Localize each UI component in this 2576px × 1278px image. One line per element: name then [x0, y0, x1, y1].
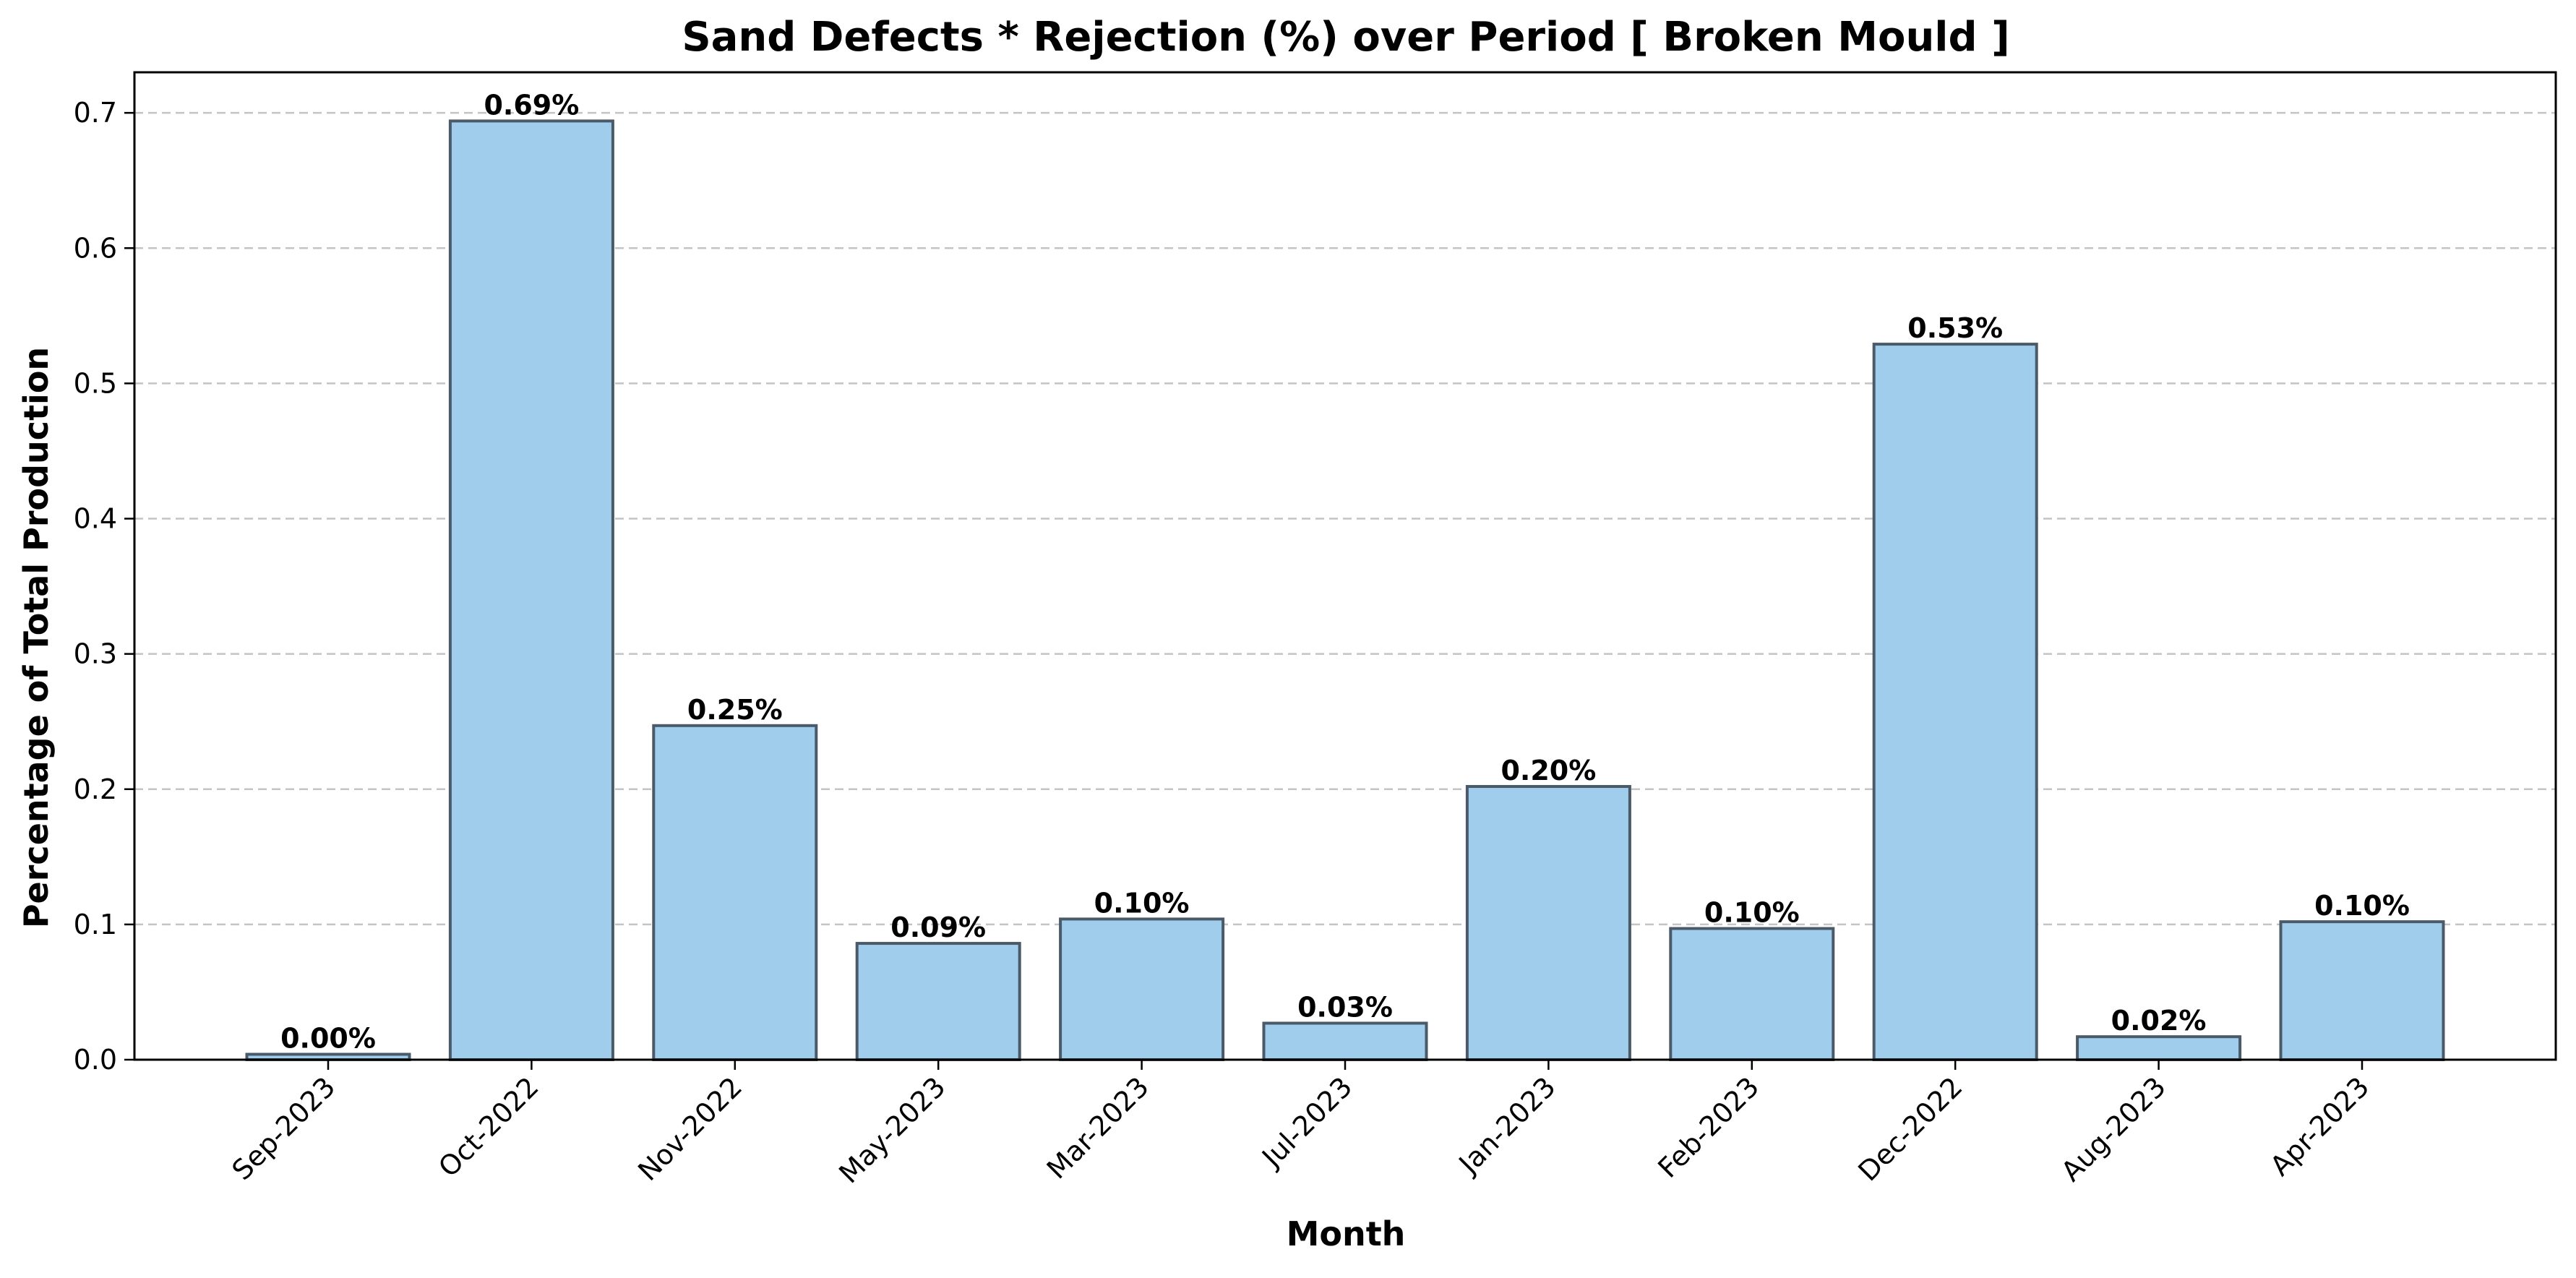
- bar-value-label: 0.20%: [1500, 755, 1596, 786]
- y-tick-label: 0.7: [74, 97, 117, 129]
- y-tick-label: 0.3: [74, 638, 117, 670]
- bar-value-label: 0.69%: [484, 89, 579, 121]
- bar: [448, 119, 614, 1061]
- bar: [652, 724, 818, 1061]
- bar-value-label: 0.53%: [1907, 312, 2003, 344]
- bar-value-label: 0.00%: [280, 1023, 376, 1055]
- chart-title: Sand Defects * Rejection (%) over Period…: [682, 14, 2009, 61]
- x-tick-label: May-2023: [833, 1071, 951, 1189]
- bar: [2076, 1035, 2242, 1062]
- bars: [245, 119, 2445, 1062]
- y-axis-title: Percentage of Total Production: [17, 347, 56, 928]
- bar: [855, 942, 1021, 1061]
- bar: [1872, 343, 2038, 1061]
- x-tick-label: Aug-2023: [2055, 1071, 2172, 1188]
- x-tick-label: Jan-2023: [1452, 1071, 1562, 1180]
- bar: [1262, 1021, 1428, 1061]
- x-tick-label: Apr-2023: [2264, 1071, 2375, 1182]
- x-tick-label: Jul-2023: [1255, 1071, 1358, 1174]
- bar: [2279, 920, 2445, 1062]
- bar-value-label: 0.10%: [2314, 890, 2410, 922]
- x-tick-label: Oct-2022: [432, 1071, 545, 1183]
- bar-value-label: 0.10%: [1704, 896, 1800, 928]
- data-labels: 0.00% 0.69% 0.25% 0.09% 0.10% 0.03% 0.20% 0.10%…: [280, 89, 2410, 1054]
- bar: [1059, 917, 1225, 1061]
- plot-frame: [133, 71, 2557, 1061]
- y-tick-label: 0.4: [74, 503, 117, 535]
- y-tick-label: 0.5: [74, 367, 117, 399]
- bar-value-label: 0.25%: [687, 694, 783, 726]
- x-tick-label: Sep-2023: [226, 1071, 342, 1186]
- x-axis-title: Month: [1287, 1214, 1406, 1253]
- x-tick-label: Feb-2023: [1652, 1071, 1765, 1184]
- y-tick-label: 0.0: [74, 1044, 117, 1076]
- bar-value-label: 0.03%: [1297, 991, 1393, 1023]
- x-tick-label: Mar-2023: [1041, 1071, 1155, 1185]
- y-tick-label: 0.6: [74, 232, 117, 264]
- x-tick-label: Nov-2022: [632, 1071, 748, 1187]
- bar: [1669, 927, 1835, 1061]
- y-tick-label: 0.2: [74, 773, 117, 805]
- y-tick-label: 0.1: [74, 909, 117, 940]
- bar-value-label: 0.09%: [890, 912, 986, 943]
- x-tick-label: Dec-2022: [1852, 1071, 1968, 1187]
- bar: [1465, 785, 1631, 1062]
- bar-value-label: 0.10%: [1094, 887, 1190, 919]
- bar-value-label: 0.02%: [2111, 1005, 2207, 1037]
